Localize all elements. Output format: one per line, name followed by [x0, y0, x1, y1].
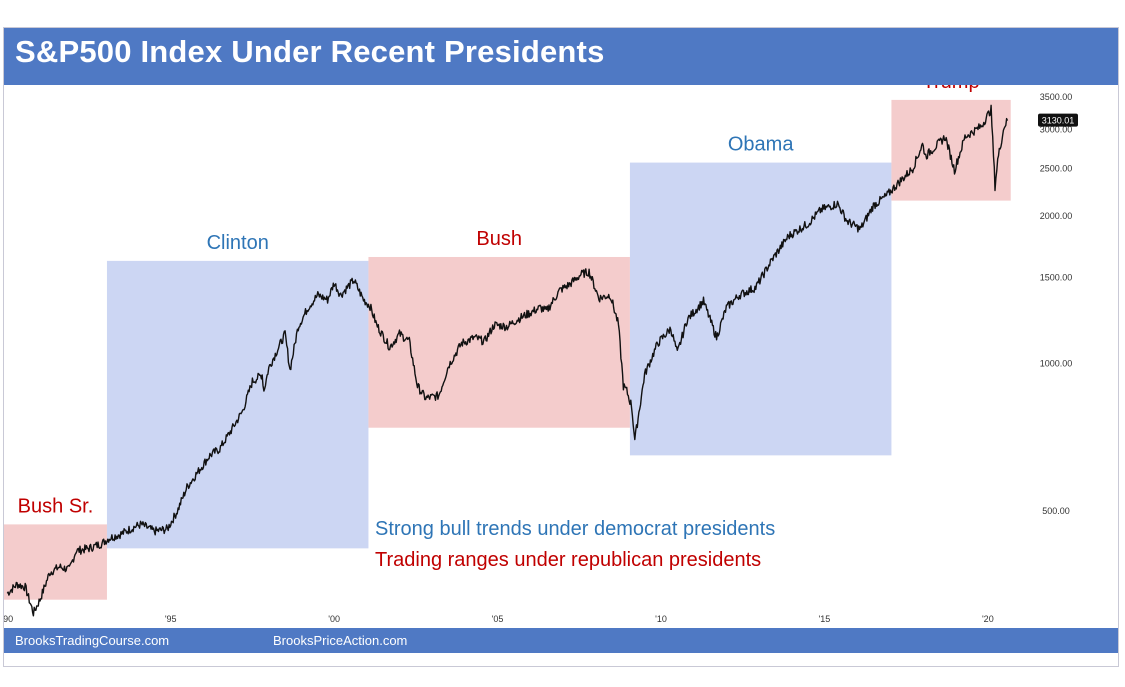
president-box-3 — [629, 162, 892, 456]
y-tick-label-4: 1500.00 — [1040, 272, 1073, 282]
footer-link-brookspriceaction[interactable]: BrooksPriceAction.com — [273, 633, 408, 648]
axis-ticks: 3500.00 3000.00 2500.00 2000.00 1500.00 1000.… — [4, 92, 1078, 624]
title-bar: S&P500 Index Under Recent Presidents — [4, 28, 1118, 85]
annotations: Strong bull trends under democrat presid… — [375, 518, 775, 571]
president-label-3: Obama — [728, 134, 794, 156]
president-boxes — [4, 99, 1011, 600]
president-box-0 — [4, 524, 107, 600]
y-tick-label-5: 1000.00 — [1040, 359, 1073, 369]
sp500-chart: 3500.00 3000.00 2500.00 2000.00 1500.00 1000.… — [4, 71, 1078, 624]
x-tick-label-0: '90 — [4, 614, 13, 624]
footer-link-brookstradingcourse[interactable]: BrooksTradingCourse.com — [15, 633, 170, 648]
y-tick-label-6: 500.00 — [1042, 506, 1070, 516]
president-box-1 — [106, 260, 369, 549]
annotation-0: Strong bull trends under democrat presid… — [375, 518, 775, 540]
annotation-1: Trading ranges under republican presiden… — [375, 549, 761, 571]
x-tick-label-2: '00 — [328, 614, 340, 624]
x-tick-label-6: '20 — [982, 614, 994, 624]
footer-bar: BrooksTradingCourse.com BrooksPriceActio… — [4, 628, 1118, 653]
last-value-label: 3130.01 — [1042, 116, 1075, 126]
chart-frame: 3500.00 3000.00 2500.00 2000.00 1500.00 1000.… — [3, 27, 1119, 667]
y-tick-label-1: 3000.00 — [1040, 125, 1073, 135]
sp500-price-line — [6, 104, 1009, 617]
president-label-0: Bush Sr. — [18, 495, 94, 517]
price-line-layer — [6, 104, 1009, 617]
x-tick-label-1: '95 — [165, 614, 177, 624]
x-tick-label-5: '15 — [819, 614, 831, 624]
president-label-2: Bush — [476, 228, 522, 250]
last-value-badge — [1038, 113, 1078, 127]
x-tick-label-4: '10 — [655, 614, 667, 624]
president-box-2 — [368, 256, 630, 428]
chart-title: S&P500 Index Under Recent Presidents — [15, 34, 605, 69]
x-tick-label-3: '05 — [492, 614, 504, 624]
y-tick-label-2: 2500.00 — [1040, 163, 1073, 173]
president-label-1: Clinton — [207, 232, 269, 254]
y-tick-label-3: 2000.00 — [1040, 211, 1073, 221]
y-tick-label-0: 3500.00 — [1040, 92, 1073, 102]
